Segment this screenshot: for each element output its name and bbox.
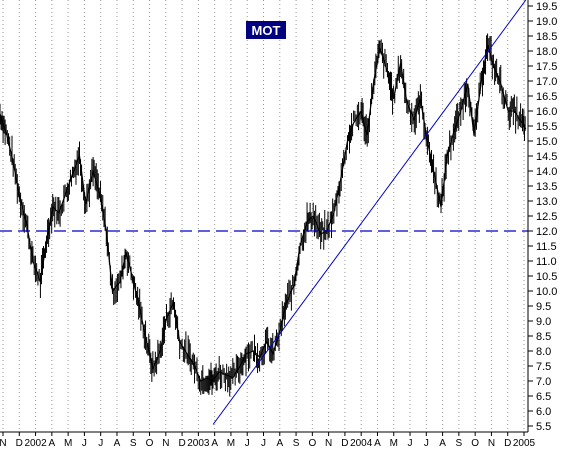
y-tick-label: 10.5 <box>536 271 557 283</box>
x-tick-label: 2003 <box>187 438 210 449</box>
title-box: MOT <box>246 21 286 39</box>
y-tick-label: 15.5 <box>536 121 557 133</box>
x-tick-label: N <box>325 438 332 449</box>
y-tick-label: 16.5 <box>536 91 557 103</box>
x-tick-label: N <box>488 438 495 449</box>
x-tick-label: D <box>504 438 511 449</box>
x-tick-label: M <box>390 438 398 449</box>
y-tick-label: 14.5 <box>536 151 557 163</box>
x-tick-label: J <box>261 438 266 449</box>
y-tick-label: 8.5 <box>536 331 551 343</box>
y-tick-label: 13.0 <box>536 196 557 208</box>
y-tick-label: 16.0 <box>536 106 557 118</box>
x-tick-label: A <box>49 438 56 449</box>
x-tick-label: D <box>341 438 348 449</box>
x-tick-label: S <box>130 438 137 449</box>
x-tick-label: J <box>424 438 429 449</box>
x-tick-label: S <box>456 438 463 449</box>
x-tick-label: A <box>114 438 121 449</box>
title-background <box>246 21 286 39</box>
x-tick-label: A <box>374 438 381 449</box>
y-tick-label: 14.0 <box>536 166 557 178</box>
chart-title: MOT <box>252 23 281 38</box>
y-tick-label: 13.5 <box>536 181 557 193</box>
x-tick-label: M <box>64 438 72 449</box>
x-tick-label: J <box>245 438 250 449</box>
x-tick-label: 2005 <box>513 438 536 449</box>
y-tick-label: 15.0 <box>536 136 557 148</box>
x-tick-label: 2002 <box>24 438 47 449</box>
x-tick-label: D <box>16 438 23 449</box>
x-tick-label: A <box>276 438 283 449</box>
annotations <box>0 0 528 425</box>
y-tick-label: 7.5 <box>536 361 551 373</box>
y-tick-label: 17.0 <box>536 76 557 88</box>
y-tick-label: 9.5 <box>536 301 551 313</box>
y-tick-label: 18.0 <box>536 46 557 58</box>
x-tick-label: 2004 <box>350 438 373 449</box>
trendline <box>212 0 527 425</box>
y-tick-label: 12.0 <box>536 226 557 238</box>
y-tick-label: 6.0 <box>536 406 551 418</box>
y-tick-label: 10.0 <box>536 286 557 298</box>
x-tick-label: J <box>98 438 103 449</box>
price-bars <box>0 33 527 397</box>
x-tick-label: O <box>308 438 316 449</box>
x-tick-label: J <box>408 438 413 449</box>
gridlines <box>2 0 525 432</box>
y-tick-label: 19.5 <box>536 1 557 13</box>
x-tick-label: A <box>439 438 446 449</box>
x-tick-label: A <box>211 438 218 449</box>
y-tick-label: 12.5 <box>536 211 557 223</box>
x-tick-label: D <box>178 438 185 449</box>
y-tick-label: 7.0 <box>536 376 551 388</box>
x-tick-label: N <box>0 438 7 449</box>
x-tick-label: S <box>293 438 300 449</box>
y-tick-label: 9.0 <box>536 316 551 328</box>
y-tick-label: 19.0 <box>536 16 557 28</box>
y-tick-label: 11.5 <box>536 241 557 253</box>
y-tick-label: 8.0 <box>536 346 551 358</box>
y-tick-label: 11.0 <box>536 256 557 268</box>
x-tick-label: O <box>146 438 154 449</box>
y-tick-label: 17.5 <box>536 61 557 73</box>
y-tick-label: 5.5 <box>536 421 551 433</box>
x-axis: N D 2002 A M J J A S O N D 2003 A M J J A S O N D 2004 A M J J A S O N… <box>0 432 536 449</box>
x-tick-label: J <box>82 438 87 449</box>
y-tick-label: 6.5 <box>536 391 551 403</box>
x-tick-label: O <box>471 438 479 449</box>
x-tick-label: M <box>227 438 235 449</box>
x-tick-label: N <box>162 438 169 449</box>
y-axis: 19.5 19.0 18.5 18.0 17.5 17.0 16.5 16.0 15.5 15.0… <box>528 1 557 433</box>
y-tick-label: 18.5 <box>536 31 557 43</box>
